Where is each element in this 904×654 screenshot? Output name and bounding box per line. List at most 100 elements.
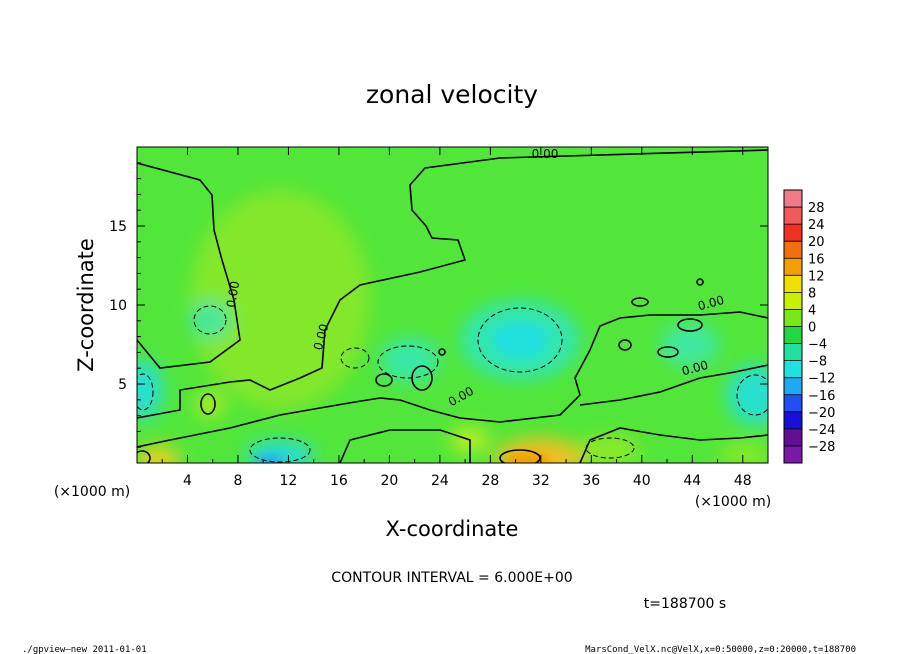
- colorbar-label: 16: [808, 252, 825, 267]
- footer-left: ./gpview—new 2011-01-01: [22, 645, 147, 654]
- y-tick-label: 5: [118, 377, 127, 393]
- colorbar-swatch: [784, 241, 802, 259]
- contour-zero-line: [339, 429, 471, 463]
- plot-area: 0.00 0.00 0.00 0.00 0.00 0.00: [136, 146, 769, 464]
- colorbar-swatch: [784, 224, 802, 242]
- colorbar-swatch: [784, 309, 802, 327]
- colorbar-swatch: [784, 377, 802, 396]
- x-unit-label: (×1000 m): [54, 484, 130, 500]
- field-core: [492, 322, 548, 358]
- contour-negative-loop: [585, 437, 635, 459]
- x-unit-label-right: (×1000 m): [695, 494, 771, 510]
- contour-loop: [375, 373, 393, 387]
- x-tick-label: 8: [233, 473, 242, 489]
- field-core: [137, 446, 180, 463]
- colorbar-label: 8: [808, 286, 816, 301]
- field-core: [245, 441, 315, 463]
- field-core: [660, 323, 720, 367]
- x-tick-label: 16: [330, 473, 348, 489]
- y-axis: 5 10 15: [109, 162, 768, 448]
- x-tick-label: 12: [280, 473, 298, 489]
- x-axis: 4 8 12 16 20 24 28 32 36 40 44 48: [161, 147, 752, 489]
- field-core: [506, 452, 550, 463]
- field-core: [137, 360, 163, 420]
- contour-negative-loop: [377, 345, 439, 379]
- x-tick-label: 24: [431, 473, 449, 489]
- contour-zero-line: [579, 427, 768, 463]
- colorbar-label: −20: [808, 406, 835, 421]
- colorbar-label: 24: [808, 218, 825, 233]
- x-tick-label: 44: [683, 473, 701, 489]
- x-axis-label: X-coordinate: [386, 517, 519, 541]
- contour-label: 0.00: [532, 147, 559, 161]
- contour-label: 0.00: [696, 293, 725, 313]
- contour-loop: [438, 348, 446, 356]
- contour-negative-loop: [137, 373, 154, 411]
- colorbar-swatch: [784, 258, 802, 276]
- colorbar-label: −24: [808, 423, 835, 438]
- field-core: [190, 190, 370, 410]
- contour-loop: [499, 449, 541, 463]
- colorbar-label: −28: [808, 440, 835, 455]
- colorbar-swatch: [784, 207, 802, 225]
- contour-interval-text: CONTOUR INTERVAL = 6.000E+00: [331, 570, 572, 586]
- x-tick-label: 48: [734, 473, 752, 489]
- colorbar-swatch: [784, 326, 802, 345]
- field-core: [190, 302, 230, 338]
- colorbar: 28 24 20 16 12 8 4 0 −4 −8 −12 −16 −20 −24 −28: [783, 189, 835, 464]
- colorbar-swatch: [784, 343, 802, 362]
- y-tick-label: 10: [109, 298, 127, 314]
- time-text: t=188700 s: [644, 596, 726, 612]
- colorbar-label: −4: [808, 338, 827, 353]
- contour-lines: [137, 149, 768, 463]
- contour-loop: [657, 346, 679, 358]
- field-shading-strong: [256, 322, 550, 463]
- contour-label: 0.00: [224, 280, 242, 309]
- colorbar-label: −8: [808, 355, 827, 370]
- colorbar-swatch: [784, 292, 802, 310]
- contour-zero-line: [137, 311, 768, 448]
- colorbar-label: 20: [808, 235, 825, 250]
- contour-loop: [200, 393, 216, 415]
- colorbar-label: −12: [808, 372, 835, 387]
- contour-negative-loop: [736, 374, 768, 416]
- colorbar-label: −16: [808, 389, 835, 404]
- contour-loop: [618, 339, 632, 351]
- contour-negative-loop: [193, 305, 227, 335]
- contour-labels: 0.00 0.00 0.00 0.00 0.00 0.00: [224, 147, 726, 409]
- contour-loop: [696, 278, 704, 286]
- contour-loop: [631, 297, 649, 307]
- contour-loop: [677, 318, 703, 332]
- x-tick-label: 32: [532, 473, 550, 489]
- contour-zero-line: [137, 162, 241, 369]
- x-tick-label: 20: [380, 473, 398, 489]
- colorbar-swatch: [784, 275, 802, 293]
- y-tick-label: 15: [109, 219, 127, 235]
- x-tick-label: 28: [481, 473, 499, 489]
- colorbar-label: 12: [808, 269, 825, 284]
- field-core: [727, 365, 768, 425]
- colorbar-label: 0: [808, 321, 816, 336]
- contour-dashed-lines: [137, 305, 768, 463]
- y-axis-label: Z-coordinate: [74, 238, 98, 372]
- chart-title: zonal velocity: [366, 80, 538, 109]
- x-tick-label: 40: [633, 473, 651, 489]
- colorbar-label: 28: [808, 201, 825, 216]
- footer-right: MarsCond_VelX.nc@VelX,x=0:50000,z=0:2000…: [585, 645, 856, 654]
- contour-zero-line: [137, 149, 768, 419]
- field-shading: [137, 190, 768, 463]
- colorbar-swatch: [784, 445, 802, 464]
- field-core: [580, 436, 640, 463]
- contour-zero-line: [579, 364, 768, 406]
- x-tick-label: 4: [183, 473, 192, 489]
- colorbar-swatch: [784, 360, 802, 379]
- field-core: [380, 338, 440, 382]
- contour-label: 0.00: [680, 358, 709, 378]
- contour-negative-loop: [340, 347, 370, 369]
- contour-loop: [137, 450, 151, 463]
- colorbar-swatch: [784, 411, 802, 430]
- contour-negative-loop: [249, 437, 311, 463]
- contour-negative-loop: [477, 307, 563, 373]
- x-tick-label: 36: [582, 473, 600, 489]
